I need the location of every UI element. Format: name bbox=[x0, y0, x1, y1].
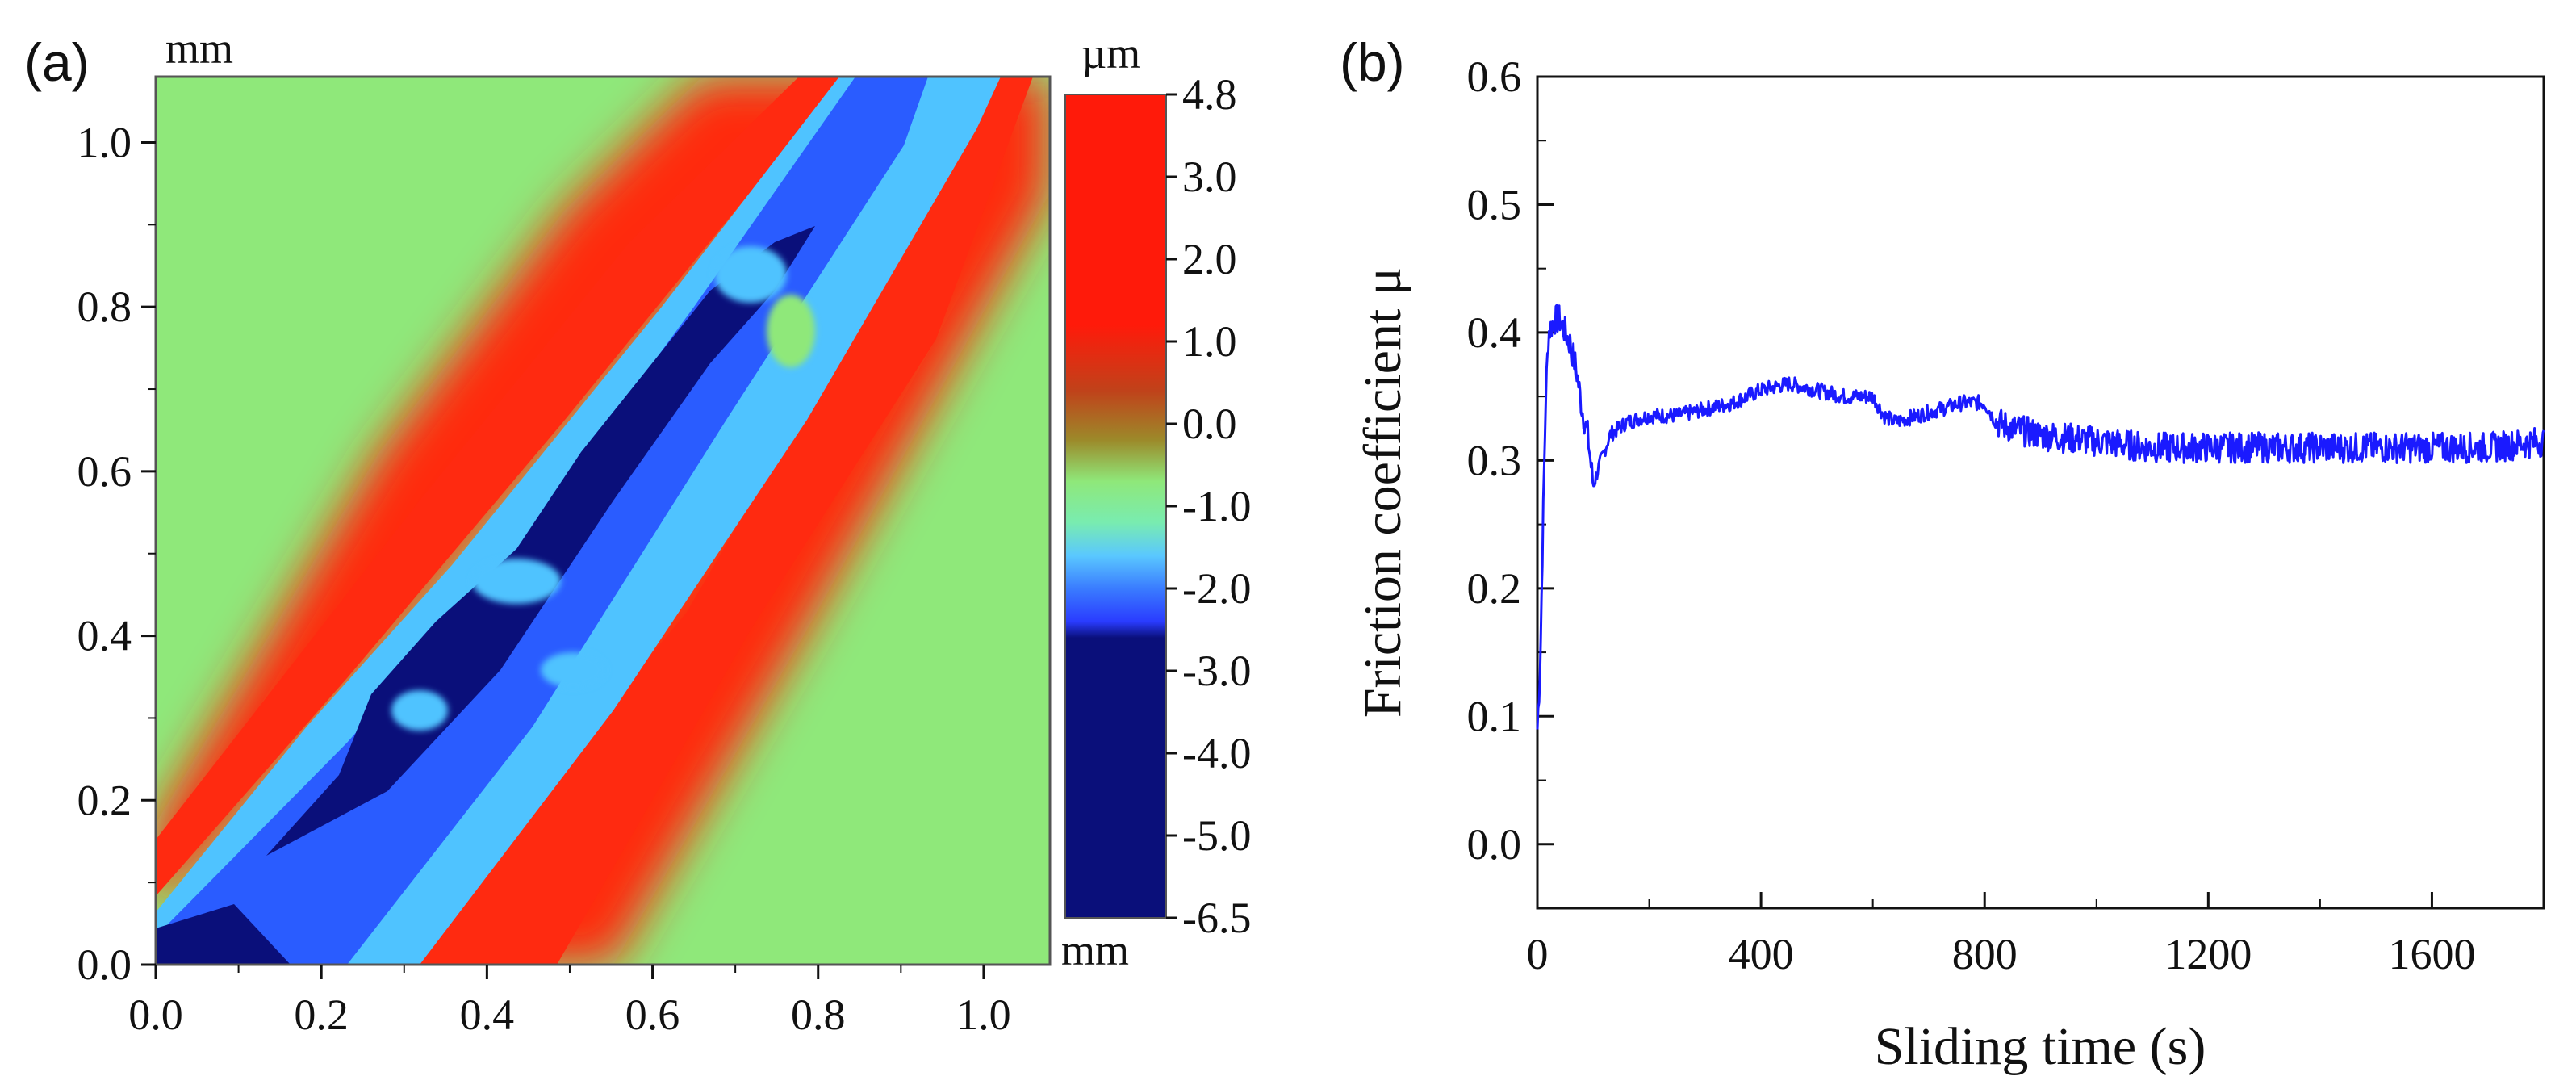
colorbar-tick-label: -3.0 bbox=[1182, 647, 1251, 695]
line-chart-y-label: Friction coefficient μ bbox=[1353, 267, 1412, 718]
heatmap-y-tick-label: 0.4 bbox=[77, 612, 132, 660]
line-chart-y-tick-label: 0.0 bbox=[1467, 820, 1522, 869]
line-chart-y-tick-label: 0.6 bbox=[1467, 52, 1522, 101]
colorbar-tick-label: -4.0 bbox=[1182, 729, 1251, 777]
panel-b: (b) 0 400 800 1200 1600 0.0 0.1 0.2 0.3 0.4 0.5 0.6… bbox=[1340, 32, 2545, 1076]
heatmap-x-tick-label: 0.4 bbox=[460, 991, 515, 1039]
line-chart-x-tick-label: 800 bbox=[1952, 930, 2018, 978]
colorbar-tick-label: 0.0 bbox=[1182, 400, 1237, 448]
line-chart-x-tick-label: 1600 bbox=[2388, 930, 2475, 978]
line-chart-y-tick-label: 0.2 bbox=[1467, 564, 1522, 613]
colorbar-unit: µm bbox=[1081, 29, 1140, 77]
colorbar-tick-label: 1.0 bbox=[1182, 317, 1237, 366]
heatmap-image bbox=[156, 77, 1050, 965]
colorbar-tick-label: 3.0 bbox=[1182, 153, 1237, 201]
colorbar-tick-label: -6.5 bbox=[1182, 894, 1251, 942]
colorbar-tick-label: -1.0 bbox=[1182, 482, 1251, 530]
colorbar-tick-label: 2.0 bbox=[1182, 235, 1237, 283]
heatmap-y-tick-label: 1.0 bbox=[77, 118, 132, 166]
heatmap-y-unit: mm bbox=[165, 24, 233, 73]
heatmap-patch-5 bbox=[391, 690, 448, 731]
panel-a-label: (a) bbox=[24, 32, 90, 92]
line-chart-x-tick-label: 400 bbox=[1729, 930, 1794, 978]
heatmap-patch-4 bbox=[541, 652, 605, 688]
line-chart-x-label: Sliding time (s) bbox=[1875, 1017, 2206, 1076]
heatmap-frame bbox=[154, 75, 1052, 966]
heatmap-ridge-left-core bbox=[156, 77, 855, 896]
heatmap-y-tick-label: 0.6 bbox=[77, 447, 132, 496]
heatmap-groove-deep-corner bbox=[156, 904, 291, 965]
colorbar-tick-label: 4.8 bbox=[1182, 70, 1237, 119]
heatmap-y-tick-label: 0.2 bbox=[77, 776, 132, 824]
line-chart-y-tick-label: 0.3 bbox=[1467, 436, 1522, 484]
line-chart-series bbox=[1536, 304, 2545, 730]
colorbar-ticks: 4.8 3.0 2.0 1.0 0.0 -1.0 -2.0 -3.0 -4.0 -5.0 -6.5 bbox=[1166, 70, 1251, 942]
line-chart-axis-ticks: 0 400 800 1200 1600 0.0 0.1 0.2 0.3 0.4 0.5 0.6 bbox=[1467, 52, 2545, 978]
heatmap-x-unit: mm bbox=[1061, 926, 1129, 974]
colorbar-tick-label: -5.0 bbox=[1182, 811, 1251, 860]
heatmap-patch-2 bbox=[714, 246, 787, 303]
heatmap-patch-1 bbox=[472, 559, 561, 604]
line-chart-y-tick-label: 0.4 bbox=[1467, 308, 1522, 357]
line-chart-y-tick-label: 0.1 bbox=[1467, 692, 1522, 740]
colorbar bbox=[1064, 94, 1167, 919]
line-chart-x-tick-label: 1200 bbox=[2164, 930, 2252, 978]
heatmap-patch-3 bbox=[767, 295, 815, 367]
line-chart-y-tick-label: 0.5 bbox=[1467, 180, 1522, 228]
heatmap-x-tick-label: 0.0 bbox=[128, 991, 183, 1039]
heatmap-axis-ticks: 0.0 0.2 0.4 0.6 0.8 1.0 0.0 0.2 0.4 0.6 0.8 1.0 bbox=[77, 118, 1011, 1039]
heatmap-x-tick-label: 0.8 bbox=[791, 991, 846, 1039]
panel-a: (a) mm bbox=[24, 24, 1251, 1039]
line-chart-frame bbox=[1536, 75, 2545, 910]
heatmap-y-tick-label: 0.0 bbox=[77, 940, 132, 989]
heatmap-x-tick-label: 0.2 bbox=[294, 991, 349, 1039]
friction-series-line bbox=[1536, 304, 2545, 730]
line-chart-x-tick-label: 0 bbox=[1527, 930, 1549, 978]
colorbar-tick-label: -2.0 bbox=[1182, 564, 1251, 613]
heatmap-x-tick-label: 0.6 bbox=[625, 991, 680, 1039]
heatmap-y-tick-label: 0.8 bbox=[77, 283, 132, 331]
panel-b-label: (b) bbox=[1340, 32, 1405, 92]
heatmap-x-tick-label: 1.0 bbox=[956, 991, 1011, 1039]
